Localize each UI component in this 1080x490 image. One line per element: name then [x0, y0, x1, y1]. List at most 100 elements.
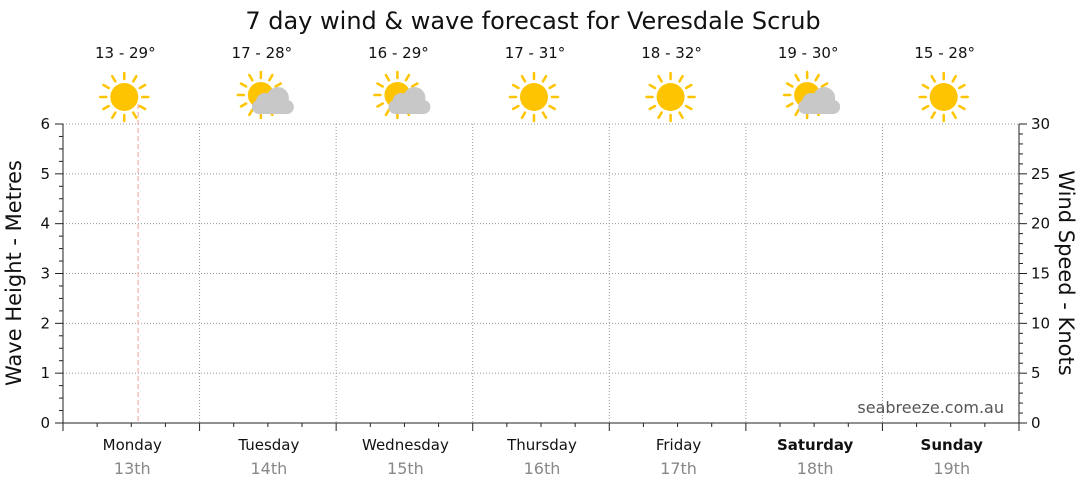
sun-ray — [111, 74, 117, 83]
right-tick-label: 25 — [1031, 165, 1050, 183]
chart-title: 7 day wind & wave forecast for Veresdale… — [245, 7, 820, 35]
sun-icon — [918, 71, 969, 123]
day-column: 13 - 29° Monday 13th — [62, 44, 166, 478]
sun-ray — [794, 73, 800, 82]
left-tick-label: 4 — [40, 215, 50, 233]
cloud-puff — [266, 87, 289, 109]
sun-disc — [520, 83, 548, 111]
cloud-icon — [798, 87, 841, 114]
day-columns: 13 - 29° Monday 13th 17 - 28° Tuesday 14th 16 … — [62, 44, 1020, 478]
cloud-puff — [403, 87, 426, 109]
left-tick-label: 2 — [40, 314, 50, 332]
sun-ray — [930, 111, 936, 120]
sun-ray — [684, 83, 693, 90]
cloud-icon — [251, 87, 294, 114]
sun-ray — [268, 73, 274, 82]
sun-ray — [111, 111, 117, 120]
sun-cloud-icon — [236, 70, 294, 120]
left-tick-label: 0 — [40, 414, 50, 432]
sun-ray — [248, 73, 254, 82]
sun-ray — [404, 73, 411, 82]
sun-ray — [958, 104, 966, 111]
left-tick-label: 1 — [40, 364, 50, 382]
sun-icon — [918, 71, 969, 123]
right-tick-label: 15 — [1031, 265, 1050, 283]
cloud-puff — [813, 87, 836, 109]
sun-icon — [645, 71, 696, 123]
sun-ray — [657, 111, 663, 120]
day-date-label: 16th — [524, 459, 561, 478]
day-column: 17 - 28° Tuesday 14th — [199, 44, 303, 478]
left-tick-label: 3 — [40, 265, 50, 283]
sun-ray — [520, 111, 527, 120]
day-temperature-range: 17 - 31° — [505, 44, 566, 62]
day-date-label: 14th — [250, 459, 287, 478]
sun-ray — [684, 104, 693, 111]
sun-ray — [511, 83, 520, 90]
sun-cloud-icon — [373, 70, 431, 120]
sun-ray — [511, 104, 520, 111]
sun-ray — [930, 74, 936, 83]
day-temperature-range: 17 - 28° — [232, 44, 293, 62]
sun-ray — [239, 102, 248, 108]
sun-disc — [656, 83, 685, 111]
sun-ray — [274, 82, 283, 88]
day-date-label: 13th — [114, 459, 151, 478]
sun-ray — [794, 108, 800, 117]
day-name-label: Friday — [656, 436, 702, 454]
sun-ray — [785, 102, 794, 108]
grid — [63, 123, 1019, 423]
sun-disc — [929, 83, 958, 111]
sun-ray — [541, 111, 548, 120]
sun-ray — [239, 82, 248, 88]
sun-ray — [248, 108, 254, 117]
day-date-label: 17th — [660, 459, 697, 478]
right-tick-label: 10 — [1031, 314, 1050, 332]
sun-ray — [921, 104, 930, 111]
right-tick-label: 20 — [1031, 215, 1050, 233]
sun-ray — [376, 102, 384, 108]
sun-ray — [384, 73, 391, 82]
sun-ray — [678, 74, 684, 83]
day-temperature-range: 18 - 32° — [641, 44, 702, 62]
sun-ray — [657, 74, 663, 83]
sun-ray — [138, 83, 147, 90]
day-date-label: 19th — [933, 459, 970, 478]
sun-ray — [548, 104, 557, 111]
sun-ray — [138, 104, 147, 111]
sun-ray — [132, 74, 138, 83]
sun-icon — [645, 71, 696, 123]
right-axis-title: Wind Speed - Knots — [1054, 170, 1078, 375]
left-tick-label: 5 — [40, 165, 50, 183]
sun-ray — [102, 83, 110, 90]
sun-icon — [99, 71, 150, 123]
day-name-label: Tuesday — [237, 436, 299, 454]
day-date-label: 18th — [797, 459, 834, 478]
sun-ray — [785, 82, 794, 88]
left-tick-label: 6 — [40, 115, 50, 133]
day-column: 18 - 32° Friday 17th — [608, 44, 713, 478]
day-column: 15 - 28° Sunday 19th — [881, 44, 986, 478]
left-axis-ticks: 0 1 2 3 4 5 6 — [40, 115, 63, 432]
sun-ray — [648, 104, 657, 111]
sun-icon — [508, 71, 560, 123]
day-name-label: Sunday — [921, 436, 984, 454]
sun-ray — [541, 74, 548, 83]
day-temperature-range: 16 - 29° — [368, 44, 429, 62]
sun-ray — [102, 104, 110, 111]
sun-ray — [814, 73, 820, 82]
sun-ray — [376, 82, 384, 88]
day-name-label: Wednesday — [362, 436, 449, 454]
sun-disc — [110, 83, 139, 111]
sun-ray — [520, 74, 527, 83]
day-column: 16 - 29° Wednesday 15th — [335, 44, 449, 478]
right-tick-label: 30 — [1031, 115, 1050, 133]
day-name-label: Thursday — [506, 436, 577, 454]
cloud-icon — [388, 87, 431, 114]
sun-ray — [648, 83, 657, 90]
day-column: 17 - 31° Thursday 16th — [472, 44, 577, 478]
day-temperature-range: 19 - 30° — [778, 44, 839, 62]
sun-icon — [508, 71, 560, 123]
sun-ray — [678, 111, 684, 120]
